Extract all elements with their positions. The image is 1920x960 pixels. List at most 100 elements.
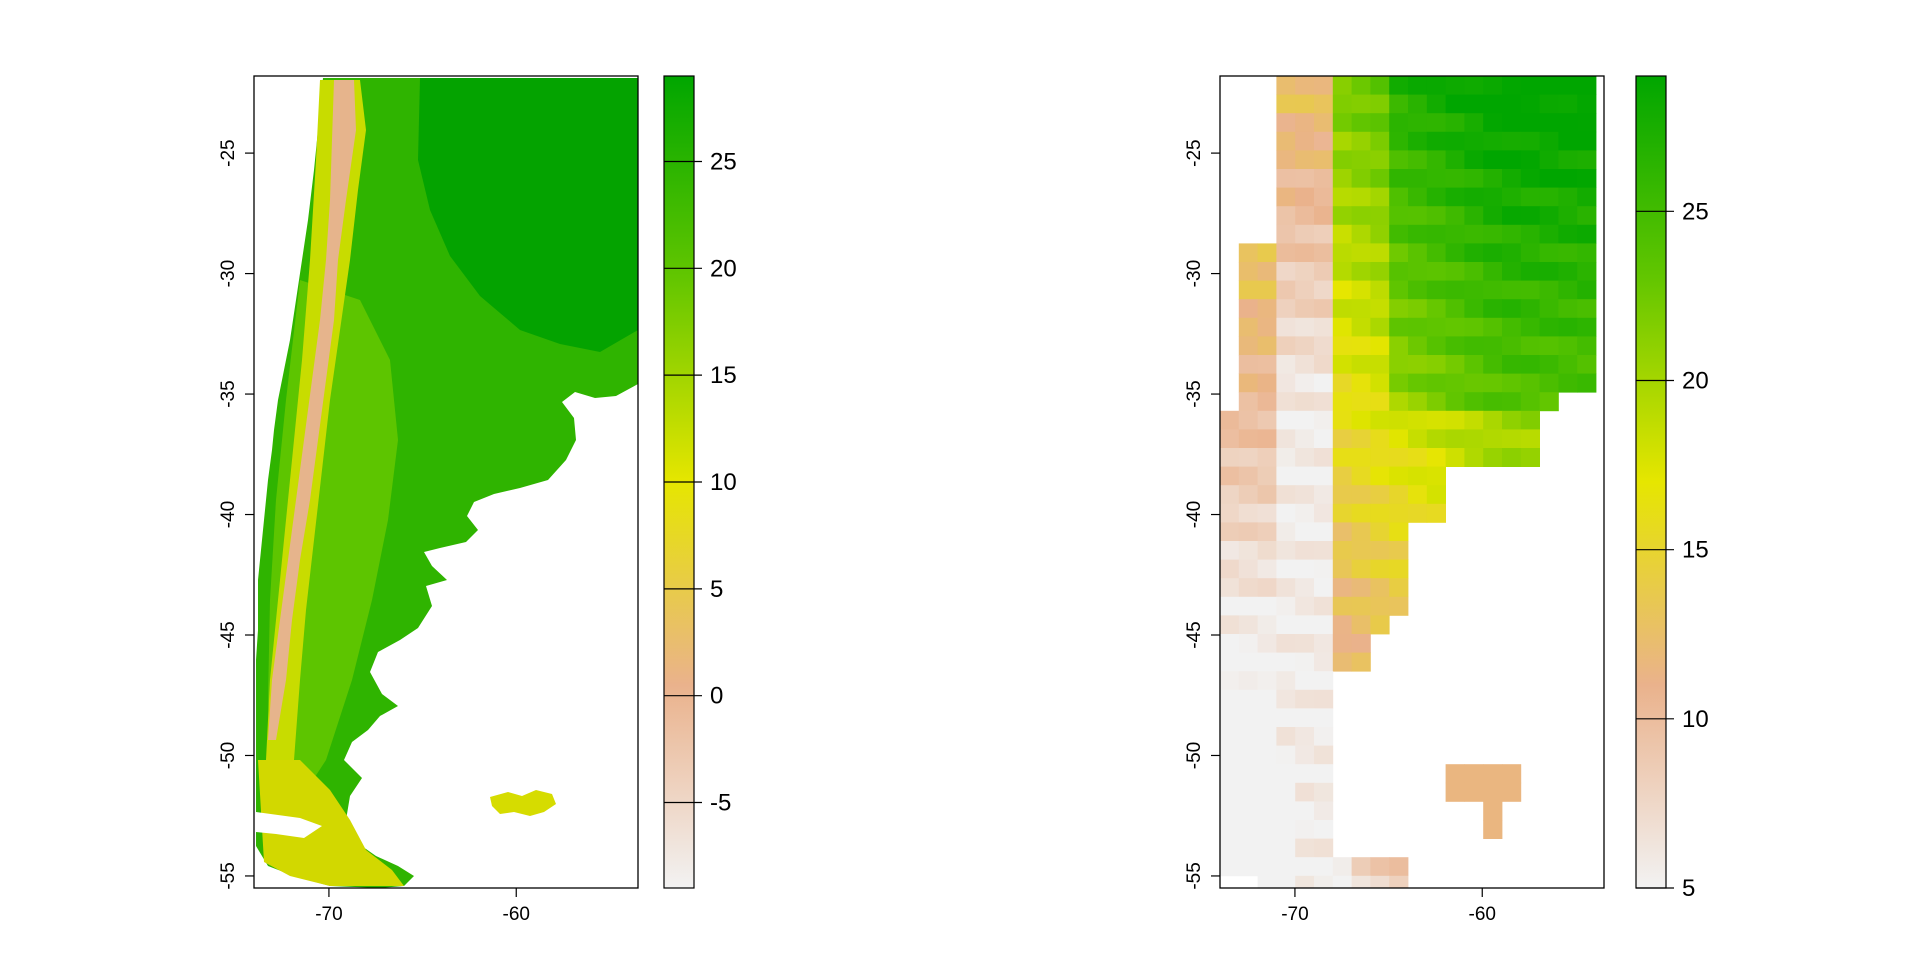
raster-cell [1238, 429, 1258, 449]
southern-patagonia-fine [258, 760, 404, 886]
raster-cell [1332, 206, 1352, 226]
raster-cell [1238, 355, 1258, 374]
raster-cell [1539, 299, 1559, 319]
raster-cell [1389, 299, 1409, 319]
raster-cell [1276, 559, 1296, 579]
raster-cell [1539, 262, 1559, 281]
y-tick-label-left: -30 [218, 260, 239, 287]
raster-cell [1539, 336, 1559, 356]
raster-cell [1257, 541, 1277, 560]
raster-cell [1577, 169, 1597, 188]
raster-cell [1445, 336, 1465, 356]
raster-cell [1257, 745, 1277, 765]
raster-cell [1464, 131, 1484, 151]
raster-cell [1351, 373, 1371, 393]
raster-cell [1257, 727, 1277, 746]
raster-cell [1408, 448, 1428, 467]
raster-cell [1332, 466, 1352, 486]
raster-cell [1502, 299, 1522, 319]
raster-cell [1351, 634, 1371, 653]
y-tick-label-right: -40 [1184, 501, 1205, 528]
raster-cell [1408, 131, 1428, 151]
raster-cell [1539, 169, 1559, 188]
raster-cell [1426, 113, 1446, 133]
raster-cell [1502, 355, 1522, 374]
raster-cell [1483, 317, 1503, 337]
raster-cell [1539, 131, 1559, 151]
raster-cell [1464, 355, 1484, 374]
raster-cell [1351, 578, 1371, 598]
raster-cell [1464, 448, 1484, 467]
raster-cell [1502, 336, 1522, 356]
raster-cell [1558, 113, 1578, 133]
raster-cell [1314, 615, 1334, 635]
raster-cell [1426, 262, 1446, 281]
raster-cell [1314, 169, 1334, 188]
raster-cell [1257, 448, 1277, 467]
y-tick-label-right: -35 [1184, 380, 1205, 407]
raster-cell [1408, 169, 1428, 188]
raster-cell [1577, 336, 1597, 356]
raster-cell [1332, 131, 1352, 151]
raster-cell [1332, 373, 1352, 393]
raster-cell [1483, 187, 1503, 207]
raster-cell [1502, 373, 1522, 393]
raster-cell [1520, 94, 1540, 114]
raster-cell [1314, 224, 1334, 244]
x-tick-label-right: -70 [1281, 904, 1308, 925]
legend-tick-label-right: 5 [1682, 875, 1695, 902]
raster-cell [1577, 317, 1597, 337]
raster-cell [1314, 838, 1334, 858]
raster-cell [1295, 429, 1315, 449]
raster-cell [1332, 113, 1352, 133]
raster-cell [1370, 373, 1390, 393]
raster-cell [1445, 280, 1465, 300]
raster-cell [1502, 448, 1522, 467]
raster-cell [1370, 522, 1390, 542]
raster-cell [1577, 76, 1597, 95]
raster-cell [1408, 410, 1428, 430]
raster-cell [1351, 224, 1371, 244]
y-tick-label-left: -50 [218, 742, 239, 769]
raster-cell [1389, 113, 1409, 133]
raster-cell [1502, 392, 1522, 412]
raster-cell [1520, 76, 1540, 95]
raster-cell [1539, 187, 1559, 207]
raster-cell [1314, 503, 1334, 523]
raster-cell [1577, 280, 1597, 300]
raster-cell [1408, 317, 1428, 337]
raster-cell [1276, 410, 1296, 430]
raster-cell [1483, 113, 1503, 133]
raster-cell [1332, 634, 1352, 653]
raster-cell [1464, 299, 1484, 319]
raster-cell [1408, 76, 1428, 95]
raster-cell [1257, 559, 1277, 579]
raster-cell [1220, 634, 1240, 653]
raster-cell [1238, 671, 1258, 691]
raster-cell [1483, 224, 1503, 244]
raster-cell [1332, 280, 1352, 300]
raster-cell [1426, 392, 1446, 412]
raster-cell [1558, 94, 1578, 114]
raster-cell [1314, 113, 1334, 133]
raster-cell [1370, 131, 1390, 151]
raster-cell [1314, 355, 1334, 374]
raster-cell [1295, 355, 1315, 374]
raster-cell [1483, 262, 1503, 281]
raster-cell [1295, 317, 1315, 337]
raster-cell [1502, 764, 1522, 784]
raster-cell [1502, 262, 1522, 281]
raster-cell [1464, 206, 1484, 226]
raster-cell [1539, 113, 1559, 133]
raster-cell [1314, 875, 1334, 888]
raster-cell [1502, 187, 1522, 207]
raster-cell [1220, 652, 1240, 672]
raster-cell [1351, 187, 1371, 207]
raster-cell [1408, 429, 1428, 449]
raster-cell [1314, 578, 1334, 598]
raster-cell [1483, 206, 1503, 226]
raster-cell [1276, 466, 1296, 486]
raster-cell [1220, 503, 1240, 523]
raster-cell [1295, 727, 1315, 746]
raster-cell [1426, 317, 1446, 337]
